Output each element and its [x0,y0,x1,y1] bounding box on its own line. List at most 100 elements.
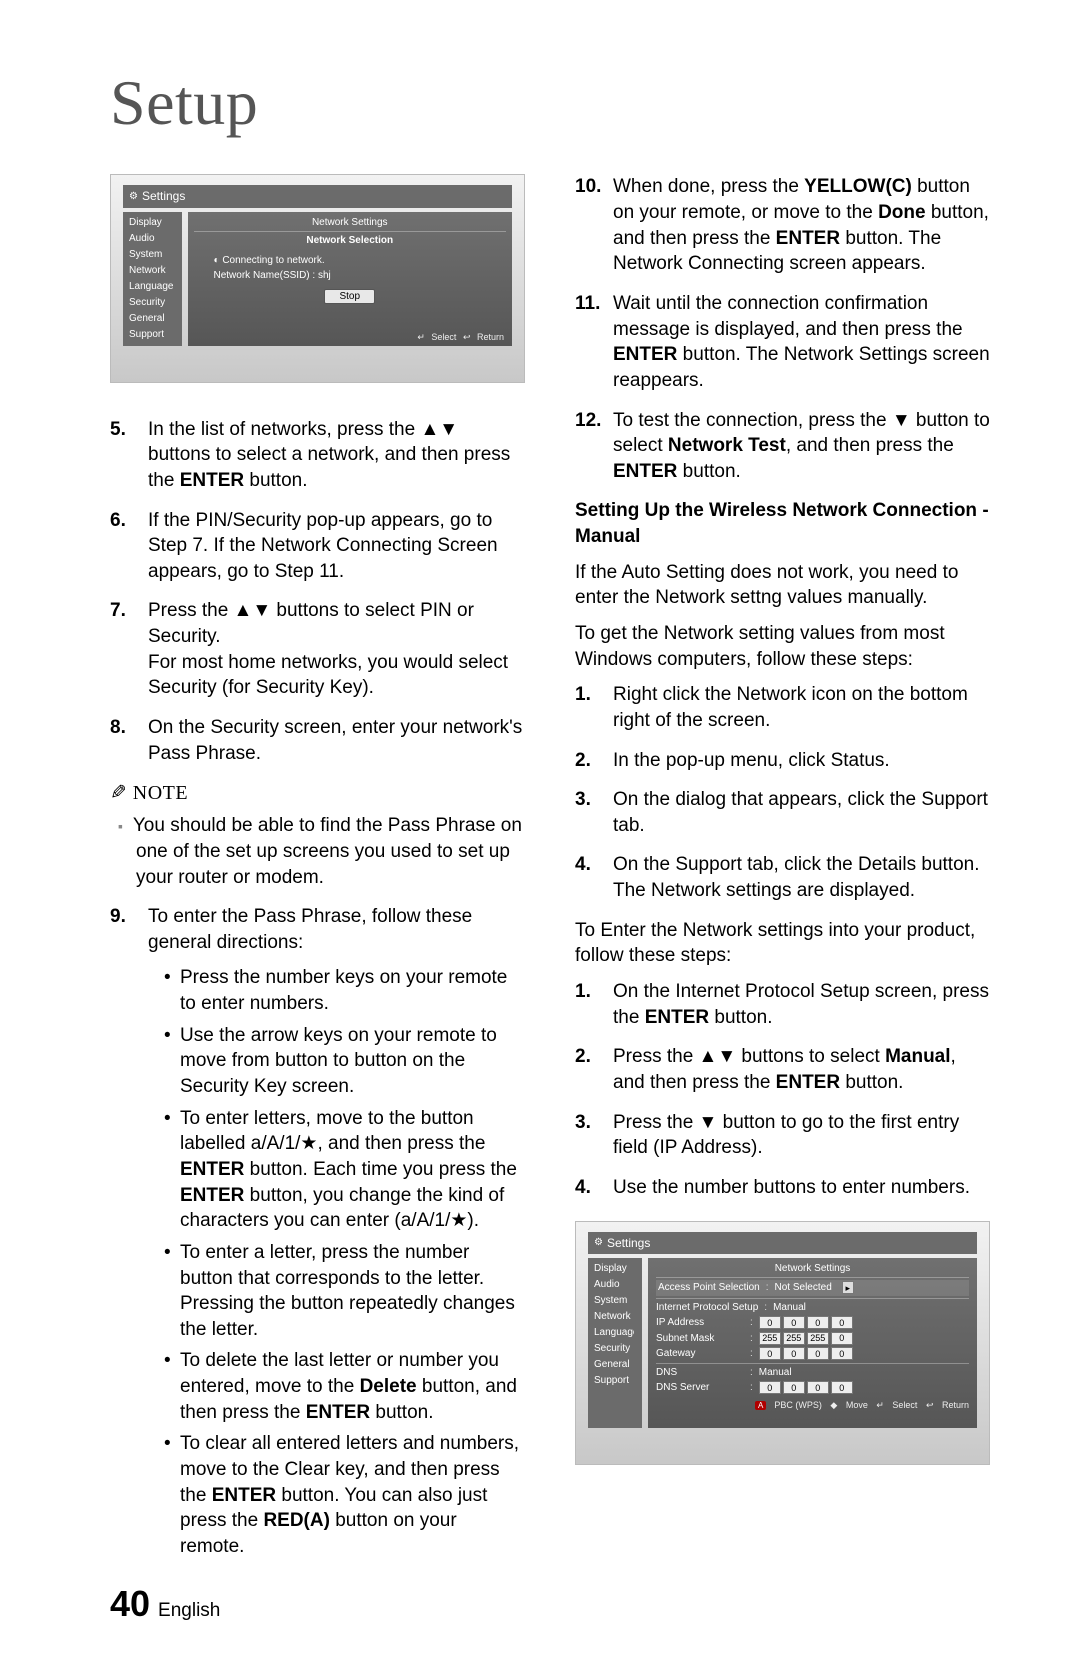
step-number: 12. [575,408,613,485]
ss2-side-menu: Display Audio System Network Language Se… [588,1258,642,1428]
step-number: 1. [575,979,613,1030]
ip-cell[interactable]: 0 [807,1316,829,1329]
gear-icon: ⚙ [594,1236,603,1250]
step-number: 9. [110,904,148,1565]
spinner-icon: ◐ [214,255,223,266]
ss2-hints: APBC (WPS) ◆ Move ↵ Select ↩ Return [656,1399,969,1412]
step-text: In the pop-up menu, click Status. [613,748,990,774]
ss2-popup: Network Settings Access Point Selection … [648,1258,977,1428]
step-number: 4. [575,852,613,903]
ip-cell[interactable]: 0 [831,1316,853,1329]
bullet: To clear all entered letters and numbers… [164,1431,525,1559]
ip-cell[interactable]: 255 [783,1332,805,1345]
ip-cell[interactable]: 0 [783,1381,805,1394]
list-item: 6.If the PIN/Security pop-up appears, go… [110,508,525,585]
ips-row: Internet Protocol Setup : Manual [656,1301,969,1315]
list-item: 3.On the dialog that appears, click the … [575,787,990,838]
menu-network: Network [129,263,174,279]
dns-row: DNS : Manual [656,1366,969,1380]
step-text: Use the number buttons to enter numbers. [613,1175,990,1201]
ip-cell[interactable]: 255 [759,1332,781,1345]
step-number: 11. [575,291,613,394]
ss2-header: ⚙ Settings [588,1232,977,1254]
ss2-header-label: Settings [607,1235,650,1251]
step-number: 3. [575,787,613,838]
step-text: If the PIN/Security pop-up appears, go t… [148,508,525,585]
list-item: 1.Right click the Network icon on the bo… [575,682,990,733]
step-number: 2. [575,748,613,774]
step-text: On the Security screen, enter your netwo… [148,715,525,766]
list-item: 4.On the Support tab, click the Details … [575,852,990,903]
manual-heading: Setting Up the Wireless Network Connecti… [575,498,990,549]
page-language: English [158,1598,220,1624]
ip-cell[interactable]: 0 [759,1316,781,1329]
step-text: To enter the Pass Phrase, follow these g… [148,904,525,1565]
bullet: To enter a letter, press the number butt… [164,1240,525,1343]
ip-row: DNS Server:0000 [656,1381,969,1395]
step-number: 4. [575,1175,613,1201]
step-text: To test the connection, press the ▼ butt… [613,408,990,485]
ip-cell[interactable]: 0 [831,1347,853,1360]
manual-steps-a: 1.Right click the Network icon on the bo… [575,682,990,903]
step-number: 8. [110,715,148,766]
popup-hints: ↵ Select ↩ Return [413,331,504,343]
step-text: In the list of networks, press the ▲▼ bu… [148,417,525,494]
step9-bullets: Press the number keys on your remote to … [148,965,525,1559]
stop-button[interactable]: Stop [324,289,375,305]
ip-rows: IP Address:0000Subnet Mask:2552552550Gat… [656,1316,969,1361]
ip-cell[interactable]: 0 [831,1381,853,1394]
step-number: 7. [110,598,148,701]
ip-cell[interactable]: 0 [807,1381,829,1394]
page-title: Setup [110,60,990,146]
ip-cell[interactable]: 255 [807,1332,829,1345]
list-item: 8.On the Security screen, enter your net… [110,715,525,766]
manual-mid: To Enter the Network settings into your … [575,918,990,969]
menu-display: Display [129,215,174,231]
step-number: 6. [110,508,148,585]
menu-support: Support [129,327,174,343]
manual-intro-1: If the Auto Setting does not work, you n… [575,560,990,611]
list-item: 2.Press the ▲▼ buttons to select Manual,… [575,1044,990,1095]
note-list: You should be able to find the Pass Phra… [110,813,525,890]
ip-cell[interactable]: 0 [783,1347,805,1360]
ss-popup: Network Settings Network Selection ◐ Con… [188,212,513,346]
aps-row[interactable]: Access Point Selection : Not Selected ▸ [656,1280,969,1296]
right-steps-10to12: 10.When done, press the YELLOW(C) button… [575,174,990,484]
step-number: 5. [110,417,148,494]
step-number: 10. [575,174,613,277]
note-label: NOTE [133,780,188,807]
step-text: Press the ▲▼ buttons to select Manual, a… [613,1044,990,1095]
note-icon: ✎ [110,780,127,807]
menu-general: General [129,311,174,327]
list-item: 9. To enter the Pass Phrase, follow thes… [110,904,525,1565]
note-header: ✎ NOTE [110,780,525,807]
menu-system: System [129,247,174,263]
dns-server-row: DNS Server:0000 [656,1381,969,1395]
page-footer: 40 English [110,1580,525,1629]
ip-row: Subnet Mask:2552552550 [656,1332,969,1346]
bullet: Use the arrow keys on your remote to mov… [164,1023,525,1100]
step-text: Press the ▼ button to go to the first en… [613,1110,990,1161]
left-column: ⚙ Settings Display Audio System Network … [110,174,525,1628]
manual-intro-2: To get the Network setting values from m… [575,621,990,672]
bullet: To delete the last letter or number you … [164,1348,525,1425]
ssid-line: Network Name(SSID) : shj [194,269,507,283]
page-number: 40 [110,1580,150,1629]
ss-side-menu: Display Audio System Network Language Se… [123,212,182,346]
step-text: On the Support tab, click the Details bu… [613,852,990,903]
list-item: 12.To test the connection, press the ▼ b… [575,408,990,485]
list-item: 4.Use the number buttons to enter number… [575,1175,990,1201]
ip-cell[interactable]: 0 [759,1347,781,1360]
list-item: 1.On the Internet Protocol Setup screen,… [575,979,990,1030]
ip-cell[interactable]: 0 [759,1381,781,1394]
chevron-right-icon[interactable]: ▸ [842,1281,854,1294]
ip-row: IP Address:0000 [656,1316,969,1330]
ip-cell[interactable]: 0 [831,1332,853,1345]
list-item: 10.When done, press the YELLOW(C) button… [575,174,990,277]
step-text: On the Internet Protocol Setup screen, p… [613,979,990,1030]
ip-cell[interactable]: 0 [807,1347,829,1360]
step-number: 2. [575,1044,613,1095]
ip-cell[interactable]: 0 [783,1316,805,1329]
connecting-line: ◐ Connecting to network. [194,254,507,268]
bullet: Press the number keys on your remote to … [164,965,525,1016]
